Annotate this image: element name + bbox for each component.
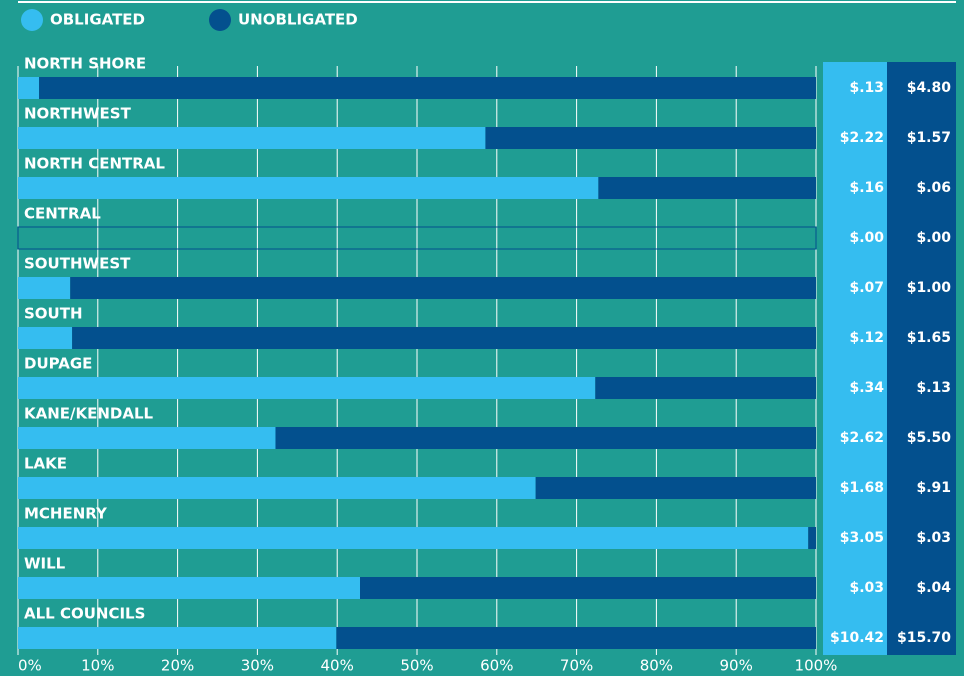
category-label: NORTHWEST [24,105,132,123]
x-tick-label: 0% [18,657,42,675]
bar-segment [18,427,276,449]
x-tick-label: 20% [161,657,194,675]
category-label: DUPAGE [24,355,92,373]
unobligated-label: $.13 [916,380,951,396]
legend-swatch [209,9,231,31]
category-label: ALL COUNCILS [24,605,145,623]
bar-segment [18,577,360,599]
bar-segment [275,427,816,449]
x-tick-label: 60% [480,657,513,675]
empty-bar [17,226,817,250]
unobligated-label: $1.57 [907,130,951,146]
x-tick-label: 100% [795,657,838,675]
unobligated-label: $.03 [916,530,951,546]
x-tick-label: 70% [560,657,593,675]
bar-segment [39,77,816,99]
bar-segment [485,127,816,149]
bar-segment [18,277,71,299]
obligated-column [823,62,887,655]
bar-segment [18,327,73,349]
obligated-label: $.34 [849,380,884,396]
obligated-label: $10.42 [830,630,884,646]
category-label: CENTRAL [24,205,101,223]
obligated-label: $.12 [849,330,884,346]
unobligated-label: $5.50 [907,430,952,446]
legend-label: UNOBLIGATED [238,11,358,29]
obligated-label: $.00 [849,230,884,246]
bar-segment [535,477,816,499]
x-tick-label: 50% [400,657,433,675]
unobligated-label: $.04 [916,580,951,596]
bar-segment [72,327,817,349]
x-tick-label: 80% [640,657,673,675]
obligated-label: $1.68 [840,480,884,496]
legend-swatch [21,9,43,31]
x-tick-label: 40% [321,657,354,675]
x-tick-label: 10% [81,657,114,675]
obligated-label: $.13 [849,80,884,96]
bar-segment [360,577,816,599]
bar-segment [18,127,486,149]
bar-segment [18,377,596,399]
category-label: WILL [24,555,66,573]
bar-segment [18,527,809,549]
bar-segment [595,377,816,399]
obligated-label: $3.05 [840,530,884,546]
obligated-label: $.16 [849,180,884,196]
bar-segment [18,627,337,649]
category-label: NORTH SHORE [24,55,146,73]
unobligated-column [887,62,956,655]
legend-label: OBLIGATED [50,11,145,29]
obligated-label: $.07 [849,280,884,296]
unobligated-label: $1.65 [907,330,951,346]
category-label: KANE/KENDALL [24,405,154,423]
unobligated-label: $.06 [916,180,951,196]
category-label: SOUTH [24,305,83,323]
category-label: MCHENRY [24,505,108,523]
bar-segment [18,177,599,199]
unobligated-label: $.91 [916,480,951,496]
x-tick-label: 90% [720,657,753,675]
bar-segment [598,177,816,199]
bar-segment [18,77,40,99]
unobligated-label: $4.80 [907,80,952,96]
bar-segment [18,477,536,499]
x-tick-label: 30% [241,657,274,675]
category-label: LAKE [24,455,67,473]
category-label: SOUTHWEST [24,255,131,273]
unobligated-label: $15.70 [897,630,951,646]
obligated-label: $2.22 [840,130,884,146]
bar-segment [336,627,816,649]
category-label: NORTH CENTRAL [24,155,165,173]
unobligated-label: $.00 [916,230,951,246]
obligated-label: $.03 [849,580,884,596]
unobligated-label: $1.00 [907,280,952,296]
bar-segment [70,277,816,299]
bar-segment [808,527,816,549]
obligated-label: $2.62 [840,430,884,446]
